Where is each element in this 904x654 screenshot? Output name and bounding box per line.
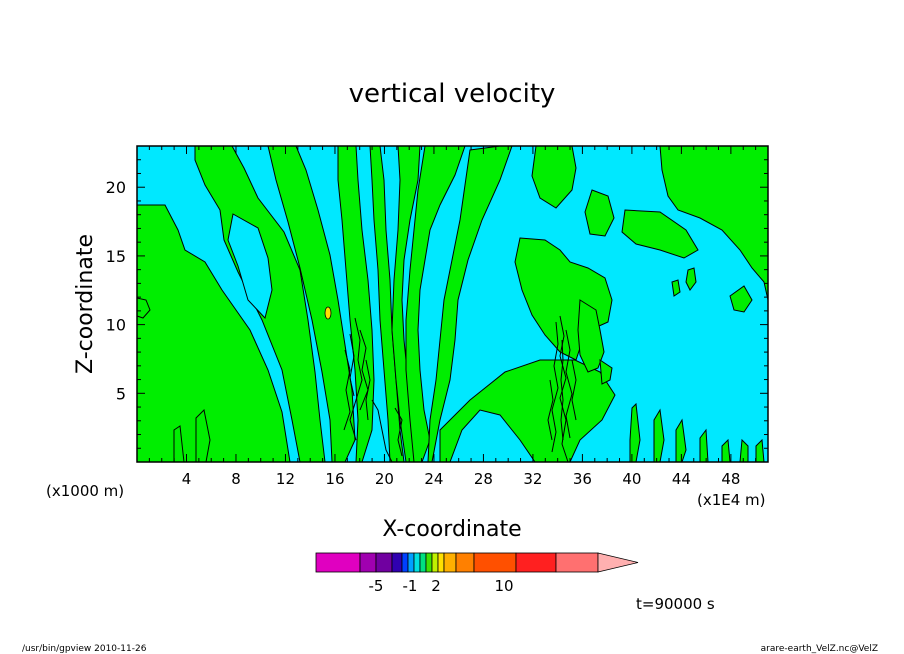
x-tick-label: 20 — [375, 470, 394, 488]
contour-field — [136, 145, 769, 463]
x-tick-label: 24 — [424, 470, 443, 488]
positive-velocity-regions — [136, 145, 769, 463]
y-axis-label: Z-coordinate — [73, 234, 98, 374]
x-tick-label: 8 — [231, 470, 241, 488]
colorbar-segment — [515, 552, 557, 573]
colorbar-segment — [431, 552, 439, 573]
colorbar-segment — [315, 552, 361, 573]
colorbar-labels: -5 -1 2 10 — [369, 577, 514, 595]
colorbar-label: 10 — [494, 577, 513, 595]
y-tick-label: 5 — [116, 384, 126, 403]
colorbar-segment — [443, 552, 457, 573]
colorbar-segment — [455, 552, 475, 573]
colorbar-triangle — [597, 552, 639, 573]
footer-left: /usr/bin/gpview 2010-11-26 — [22, 644, 147, 654]
colorbar-segment — [555, 552, 599, 573]
time-annotation: t=90000 s — [636, 595, 715, 613]
y-axis: 5 10 15 20 — [106, 145, 768, 449]
y-tick-label: 20 — [106, 178, 126, 197]
colorbar-segment — [437, 552, 445, 573]
x-tick-label: 4 — [182, 470, 192, 488]
x-unit-right-label: (x1E4 m) — [697, 491, 766, 509]
colorbar-segment — [401, 552, 409, 573]
x-tick-label: 36 — [573, 470, 592, 488]
x-tick-label: 16 — [325, 470, 344, 488]
colorbar-segment — [413, 552, 421, 573]
x-unit-left-label: (x1000 m) — [46, 482, 124, 500]
x-tick-label: 44 — [672, 470, 691, 488]
strong-updraft-contours — [343, 315, 577, 463]
footer-right: arare-earth_VelZ.nc@VelZ — [761, 644, 878, 654]
colorbar-label: -5 — [369, 577, 384, 595]
positive-peak-spot — [324, 306, 332, 320]
colorbar-segment — [407, 552, 415, 573]
y-tick-label: 15 — [106, 247, 126, 266]
colorbar-segment — [473, 552, 517, 573]
colorbar-segment — [359, 552, 377, 573]
x-tick-label: 32 — [523, 470, 542, 488]
colorbar-segment — [375, 552, 393, 573]
colorbar-label: 2 — [431, 577, 441, 595]
x-tick-label: 12 — [276, 470, 295, 488]
x-tick-label: 48 — [721, 470, 740, 488]
colorbar — [315, 552, 639, 573]
x-axis: 4 8 12 16 20 24 28 32 36 40 44 48 — [136, 146, 769, 488]
colorbar-segment — [425, 552, 433, 573]
x-tick-label: 40 — [622, 470, 641, 488]
x-tick-label: 28 — [474, 470, 493, 488]
colorbar-segment — [419, 552, 427, 573]
chart-title: vertical velocity — [349, 79, 556, 109]
x-axis-label: X-coordinate — [382, 517, 521, 542]
colorbar-segment — [391, 552, 403, 573]
plot-frame — [136, 145, 769, 463]
y-tick-label: 10 — [106, 316, 126, 335]
colorbar-label: -1 — [403, 577, 418, 595]
